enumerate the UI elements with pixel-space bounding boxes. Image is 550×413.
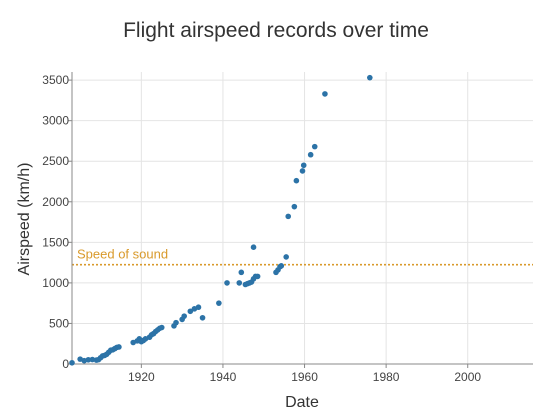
data-point: [367, 74, 373, 81]
y-tick-label: 500: [49, 316, 69, 330]
data-point: [195, 304, 202, 311]
data-point: [116, 344, 122, 350]
data-point: [85, 356, 92, 363]
chart-title: Flight airspeed records over time: [123, 19, 429, 42]
y-axis-label: Airspeed (km/h): [16, 163, 33, 276]
data-point: [300, 162, 307, 169]
data-point: [311, 143, 318, 150]
data-point: [278, 263, 285, 269]
y-tick-label: 0: [62, 357, 69, 371]
data-point: [89, 356, 96, 363]
speed-of-sound-label: Speed of sound: [77, 247, 168, 262]
x-tick-label: 1920: [128, 370, 155, 384]
data-point: [238, 269, 245, 276]
data-point: [173, 319, 179, 326]
data-point: [307, 151, 314, 158]
data-point: [158, 324, 165, 331]
axes: 0 500 1000 1500 2000 2500 3000 3500 1920 1940 1960…: [42, 72, 533, 384]
data-point: [322, 91, 328, 97]
data-point: [199, 314, 206, 321]
y-tick-label: 1500: [42, 235, 69, 249]
y-tick-label: 1000: [42, 276, 69, 290]
data-point: [291, 203, 298, 210]
data-point: [283, 254, 289, 260]
data-point: [181, 313, 187, 319]
data-point: [285, 213, 292, 220]
x-tick-label: 1940: [210, 370, 237, 384]
y-tick-label: 3000: [42, 114, 69, 128]
x-tick-label: 2000: [454, 370, 481, 384]
data-point: [236, 280, 243, 286]
y-tick-label: 3500: [42, 73, 69, 87]
data-point: [254, 273, 261, 280]
x-tick-label: 1960: [291, 370, 318, 384]
data-point: [69, 359, 75, 366]
data-point: [299, 168, 306, 174]
data-point: [216, 300, 222, 306]
y-tick-label: 2500: [42, 154, 69, 168]
data-point: [224, 280, 230, 286]
data-point: [293, 177, 300, 184]
x-axis-label: Date: [285, 394, 319, 411]
gridlines: [72, 72, 533, 364]
x-tick-label: 1980: [373, 370, 400, 384]
data-point: [187, 308, 194, 315]
y-tick-label: 2000: [42, 195, 69, 209]
data-points: [69, 74, 373, 366]
data-point: [250, 244, 257, 250]
reference-line-group: Speed of sound: [72, 247, 533, 266]
